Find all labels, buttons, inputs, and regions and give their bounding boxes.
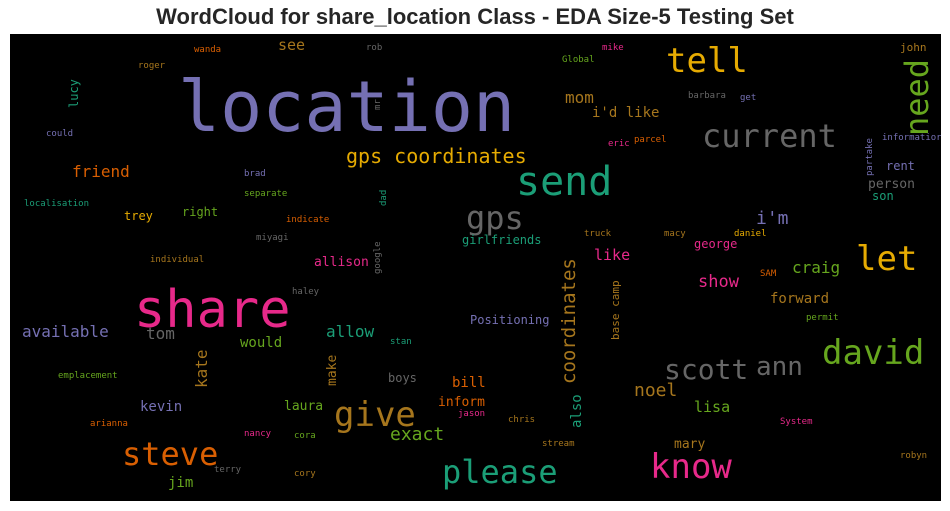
word-stan: stan bbox=[390, 337, 412, 347]
word-rent: rent bbox=[886, 159, 915, 173]
word-boys: boys bbox=[388, 371, 417, 385]
word-global: Global bbox=[562, 55, 595, 65]
word-individual: individual bbox=[150, 255, 205, 265]
word-david: david bbox=[822, 333, 925, 373]
word-exact: exact bbox=[390, 424, 445, 445]
word-george: george bbox=[694, 237, 738, 251]
word-kate: kate bbox=[192, 349, 211, 388]
word-google: google bbox=[373, 241, 383, 274]
word-girlfriends: girlfriends bbox=[462, 233, 542, 247]
word-right: right bbox=[182, 205, 219, 219]
word-get: get bbox=[740, 93, 757, 103]
word-noel: noel bbox=[634, 380, 678, 401]
word-rob: rob bbox=[366, 43, 383, 53]
word-trey: trey bbox=[124, 209, 153, 223]
word-scott: scott bbox=[664, 353, 749, 386]
word-dad: dad bbox=[379, 189, 389, 206]
word-truck: truck bbox=[584, 229, 612, 239]
word-mary: mary bbox=[674, 437, 706, 452]
word-localisation: localisation bbox=[24, 199, 90, 209]
word-need: need bbox=[898, 58, 936, 136]
word-separate: separate bbox=[244, 189, 288, 199]
word-current: current bbox=[702, 117, 837, 155]
word-location: location bbox=[178, 66, 516, 148]
word-mom: mom bbox=[565, 88, 594, 107]
word-see: see bbox=[278, 36, 306, 54]
word-also: also bbox=[569, 394, 585, 428]
word-kevin: kevin bbox=[140, 399, 183, 415]
word-share: share bbox=[134, 280, 291, 340]
word-emplacement: emplacement bbox=[58, 371, 118, 381]
word-cloud: location share send tell current need gp… bbox=[10, 34, 941, 501]
word-would: would bbox=[240, 335, 283, 351]
word-barbara: barbara bbox=[688, 91, 726, 101]
word-bill: bill bbox=[452, 375, 486, 391]
word-available: available bbox=[22, 322, 109, 341]
word-roger: roger bbox=[138, 61, 166, 71]
word-macy: macy bbox=[664, 229, 686, 239]
word-like: like bbox=[594, 246, 631, 264]
word-permit: permit bbox=[806, 313, 839, 323]
word-ann: ann bbox=[756, 352, 803, 382]
word-make: make bbox=[325, 354, 340, 386]
word-give: give bbox=[334, 395, 416, 435]
word-forward: forward bbox=[770, 291, 830, 307]
word-show: show bbox=[698, 272, 739, 292]
word-gps: gps bbox=[466, 199, 524, 237]
word-could: could bbox=[46, 129, 74, 139]
word-positioning: Positioning bbox=[470, 313, 550, 327]
word-lisa: lisa bbox=[694, 398, 731, 416]
word-know: know bbox=[650, 447, 732, 487]
word-system: System bbox=[780, 417, 813, 427]
chart-title: WordCloud for share_location Class - EDA… bbox=[156, 4, 794, 29]
word-base-camp: base camp bbox=[609, 280, 622, 340]
word-steve: steve bbox=[122, 435, 219, 473]
word-cora: cora bbox=[294, 431, 316, 441]
word-inform: inform bbox=[438, 395, 485, 410]
word-john: john bbox=[900, 41, 927, 54]
word-i-m: i'm bbox=[756, 208, 789, 229]
word-i-d-like: i'd like bbox=[592, 105, 660, 121]
word-arianna: arianna bbox=[90, 419, 128, 429]
word-allow: allow bbox=[326, 322, 375, 341]
word-indicate: indicate bbox=[286, 215, 330, 225]
word-sam: SAM bbox=[760, 269, 777, 279]
word-please: please bbox=[442, 453, 558, 491]
word-friend: friend bbox=[72, 162, 130, 181]
word-allison: allison bbox=[314, 255, 369, 270]
word-informatior: informatior bbox=[882, 133, 941, 143]
word-coordinates: coordinates bbox=[558, 258, 580, 384]
word-daniel: daniel bbox=[734, 229, 767, 239]
word-lucy: lucy bbox=[67, 79, 81, 108]
word-craig: craig bbox=[792, 258, 841, 277]
word-mike: mike bbox=[602, 43, 624, 53]
word-tom: tom bbox=[146, 324, 175, 343]
word-nancy: nancy bbox=[244, 429, 272, 439]
word-chris: chris bbox=[508, 415, 536, 425]
word-jason: jason bbox=[458, 409, 486, 419]
word-haley: haley bbox=[292, 287, 320, 297]
word-send: send bbox=[516, 159, 613, 205]
word-robyn: robyn bbox=[900, 451, 928, 461]
word-brad: brad bbox=[244, 169, 266, 179]
word-miyagi: miyagi bbox=[256, 233, 289, 243]
word-mr: mr bbox=[373, 99, 383, 110]
word-cory: cory bbox=[294, 469, 316, 479]
word-partake: partake bbox=[865, 138, 875, 176]
word-let: let bbox=[856, 239, 918, 279]
word-terry: terry bbox=[214, 465, 242, 475]
word-wanda: wanda bbox=[194, 45, 222, 55]
word-laura: laura bbox=[284, 399, 324, 414]
word-gps-coordinates: gps coordinates bbox=[346, 144, 527, 168]
word-parcel: parcel bbox=[634, 135, 667, 145]
word-son: son bbox=[872, 189, 894, 203]
word-eric: eric bbox=[608, 139, 630, 149]
word-person: person bbox=[868, 177, 915, 192]
word-tell: tell bbox=[666, 41, 748, 81]
word-stream: stream bbox=[542, 439, 575, 449]
word-jim: jim bbox=[168, 475, 194, 491]
